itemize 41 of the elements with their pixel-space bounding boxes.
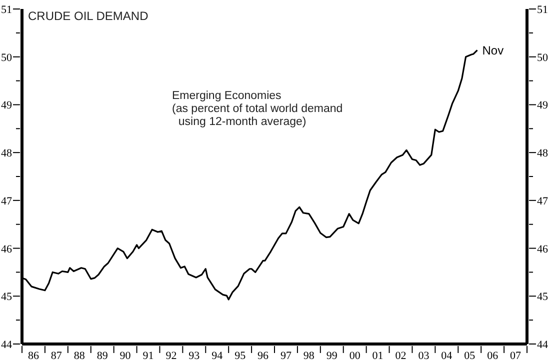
x-tick-label: 00: [349, 350, 361, 362]
y2-tick-label: 45: [537, 291, 548, 304]
y2-tick-label: 49: [537, 100, 548, 112]
x-tick-label: 03: [418, 350, 430, 362]
y2-tick-label: 50: [537, 52, 548, 64]
x-tick-label: 99: [326, 350, 338, 362]
x-tick-label: 06: [487, 350, 499, 362]
y2-tick-label: 46: [537, 243, 548, 256]
x-tick-label: 96: [258, 350, 270, 362]
x-tick-label: 87: [50, 350, 62, 362]
x-tick-label: 94: [212, 350, 224, 362]
x-tick-label: 95: [234, 350, 246, 362]
x-tick-label: 88: [74, 350, 86, 362]
x-tick-label: 01: [372, 350, 384, 362]
y2-tick-label: 51: [537, 4, 548, 16]
y-tick-label: 45: [1, 291, 12, 304]
y-tick-label: 48: [1, 148, 12, 160]
x-tick-label: 98: [303, 350, 315, 362]
x-tick-label: 86: [28, 350, 40, 362]
x-tick-label: 89: [96, 350, 108, 362]
chart-title: CRUDE OIL DEMAND: [28, 9, 148, 23]
annotation: Emerging Economies (as percent of total world demand using 12-month average): [172, 90, 343, 129]
y-tick-label: 44: [1, 339, 12, 351]
x-tick-label: 05: [464, 350, 476, 362]
x-tick-label: 92: [166, 350, 177, 362]
y2-tick-label: 48: [537, 148, 548, 160]
x-tick-label: 07: [510, 350, 522, 362]
x-tick-label: 91: [142, 350, 154, 362]
y2-tick-label: 44: [537, 339, 548, 351]
y-tick-label: 49: [1, 100, 12, 112]
x-tick-label: 02: [395, 350, 406, 362]
y-tick-label: 51: [1, 4, 12, 16]
x-tick-label: 04: [441, 350, 453, 362]
x-tick-label: 93: [188, 350, 200, 362]
x-tick-label: 97: [280, 350, 292, 362]
y-tick-label: 46: [1, 243, 12, 256]
x-tick-label: 90: [120, 350, 132, 362]
y2-tick-label: 47: [537, 195, 548, 208]
annotation: Nov: [482, 43, 504, 58]
y-tick-label: 47: [1, 195, 12, 208]
y-tick-label: 50: [1, 52, 12, 64]
